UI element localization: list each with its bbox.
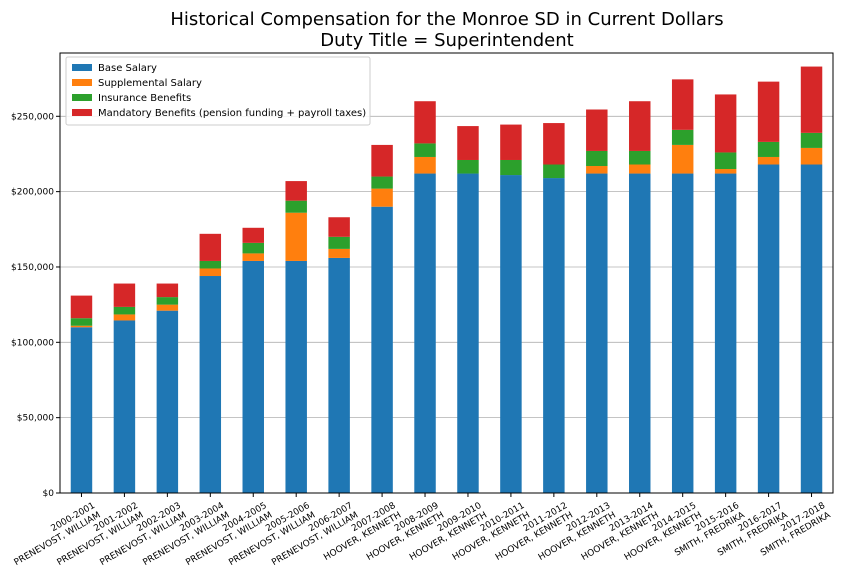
bar-segment: [500, 175, 522, 493]
bar-segment: [156, 310, 179, 493]
bar-segment: [671, 129, 694, 145]
bars: [70, 66, 823, 494]
legend-label: Base Salary: [98, 63, 157, 74]
bar-segment: [757, 156, 780, 165]
bar-segment: [414, 101, 436, 144]
bar-segment: [371, 144, 393, 177]
legend-swatch: [72, 64, 92, 71]
bar-segment: [457, 159, 479, 174]
legend-swatch: [72, 109, 92, 116]
bar-segment: [671, 79, 694, 130]
bar-segment: [671, 144, 694, 174]
bar-segment: [714, 173, 737, 493]
bar-segment: [757, 141, 780, 157]
chart-title: Historical Compensation for the Monroe S…: [170, 9, 723, 30]
y-tick-label: $100,000: [11, 338, 54, 348]
legend-label: Insurance Benefits: [98, 93, 191, 104]
bar-segment: [543, 164, 565, 179]
bar-segment: [629, 173, 651, 493]
bar-segment: [500, 124, 522, 160]
bar-segment: [714, 94, 737, 153]
bar-segment: [113, 283, 136, 307]
bar-segment: [586, 150, 608, 167]
bar-segment: [70, 327, 93, 493]
bar-segment: [800, 66, 823, 133]
y-tick-label: $250,000: [11, 112, 54, 122]
y-tick-label: $0: [43, 489, 55, 499]
bar-segment: [414, 143, 436, 157]
bar-segment: [156, 283, 179, 298]
bar-segment: [328, 217, 350, 237]
bar-segment: [714, 169, 737, 174]
bar-segment: [242, 253, 264, 261]
bar-segment: [242, 260, 264, 493]
bar-segment: [328, 257, 350, 493]
bar-segment: [242, 242, 264, 254]
y-tick-label: $50,000: [17, 414, 54, 424]
legend-label: Mandatory Benefits (pension funding + pa…: [98, 108, 366, 119]
bar-segment: [285, 212, 307, 261]
plot-area-frame: [59, 52, 834, 494]
bar-segment: [285, 200, 307, 213]
bar-segment: [285, 181, 307, 201]
bar-segment: [113, 314, 136, 321]
bar-segment: [199, 233, 222, 261]
bar-segment: [586, 173, 608, 493]
bar-segment: [371, 188, 393, 207]
legend-label: Supplemental Salary: [98, 78, 202, 89]
bar-segment: [328, 248, 350, 258]
bar-segment: [714, 152, 737, 170]
bar-segment: [457, 173, 479, 493]
bar-segment: [800, 164, 823, 494]
x-axis: 2000-2001PRENEVOST, WILLIAM2001-2002PREN…: [7, 493, 833, 568]
bar-segment: [671, 173, 694, 493]
bar-segment: [629, 101, 651, 151]
bar-segment: [543, 178, 565, 494]
bar-segment: [457, 126, 479, 160]
bar-segment: [70, 318, 93, 326]
bar-segment: [757, 164, 780, 494]
bar-segment: [70, 325, 93, 328]
bar-segment: [757, 81, 780, 142]
bar-segment: [629, 164, 651, 174]
bar-segment: [113, 320, 136, 493]
bar-segment: [199, 268, 222, 277]
bar-segment: [414, 156, 436, 174]
legend: Base Salary Supplemental Salary Insurance …: [65, 56, 371, 126]
bar-segment: [500, 159, 522, 176]
legend-box: [65, 56, 371, 126]
bar-segment: [371, 176, 393, 189]
bar-segment: [70, 295, 93, 319]
bar-segment: [285, 260, 307, 493]
y-axis: $0 $50,000 $100,000 $150,000 $200,000 $250,00…: [11, 112, 60, 499]
bar-segment: [156, 304, 179, 311]
bar-segment: [156, 297, 179, 305]
bar-segment: [586, 166, 608, 174]
bar-segment: [242, 227, 264, 243]
legend-swatch: [72, 79, 92, 86]
bar-segment: [414, 173, 436, 493]
bar-segment: [199, 276, 222, 493]
x-tick-label: 2000-2001PRENEVOST, WILLIAM: [7, 501, 102, 568]
bar-segment: [328, 236, 350, 249]
chart-subtitle: Duty Title = Superintendent: [320, 30, 573, 51]
bar-segment: [113, 306, 136, 315]
bar-segment: [800, 132, 823, 148]
bar-segment: [629, 150, 651, 165]
bar-segment: [371, 206, 393, 494]
bar-segment: [199, 260, 222, 269]
bar-segment: [800, 147, 823, 165]
bar-segment: [543, 123, 565, 165]
legend-swatch: [72, 94, 92, 101]
y-tick-label: $150,000: [11, 263, 54, 273]
bar-segment: [586, 109, 608, 151]
y-tick-label: $200,000: [11, 188, 54, 198]
